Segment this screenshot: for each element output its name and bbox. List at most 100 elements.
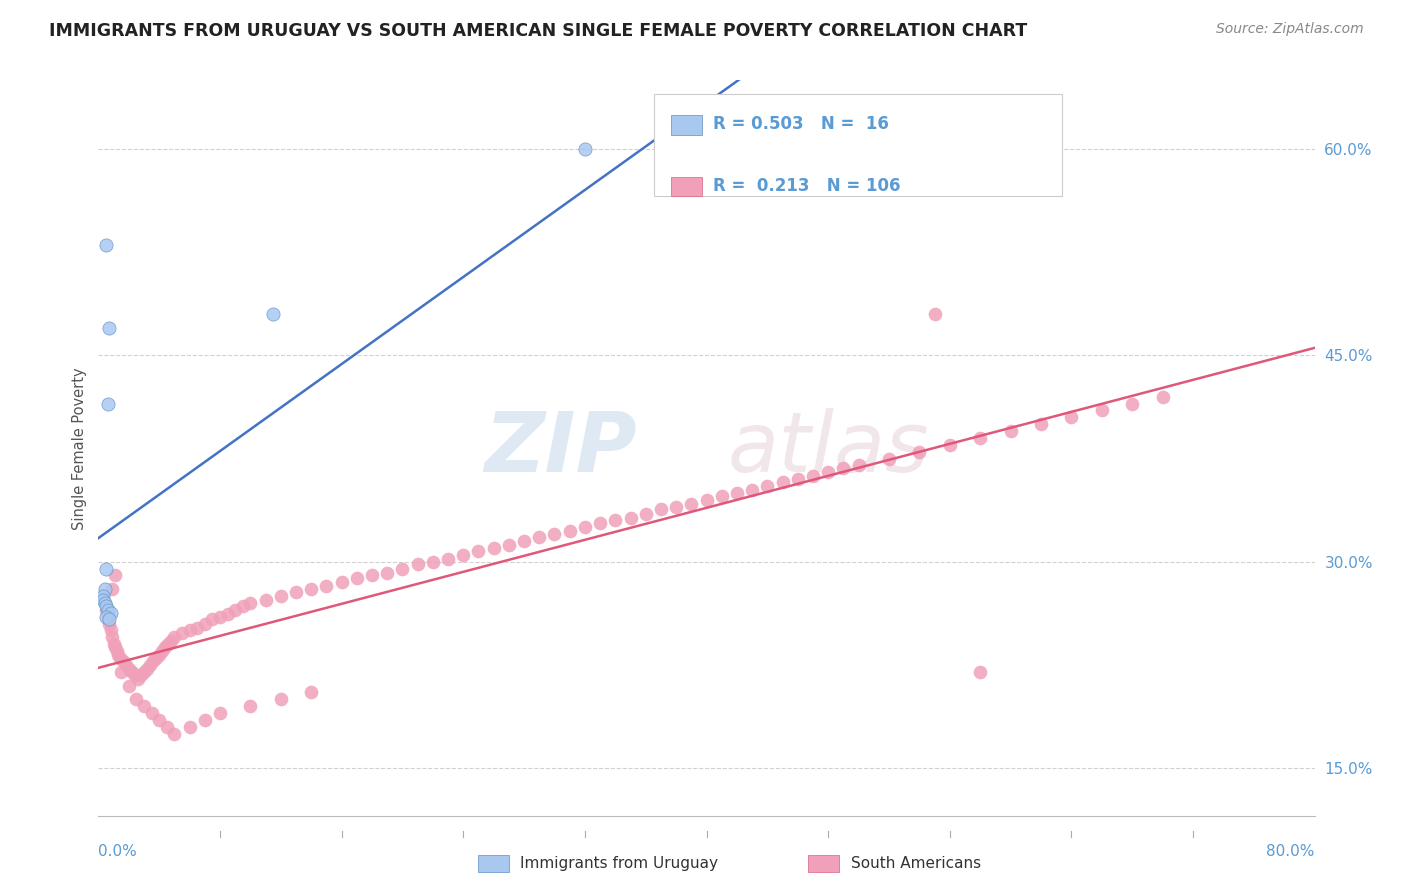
Point <box>513 534 536 549</box>
Text: IMMIGRANTS FROM URUGUAY VS SOUTH AMERICAN SINGLE FEMALE POVERTY CORRELATION CHAR: IMMIGRANTS FROM URUGUAY VS SOUTH AMERICA… <box>49 22 1028 40</box>
Point <box>224 603 246 617</box>
Point <box>558 524 581 539</box>
Point <box>145 651 167 665</box>
Point <box>801 469 824 483</box>
Point <box>163 631 186 645</box>
Point <box>665 500 688 514</box>
Point <box>101 582 124 597</box>
Point <box>118 662 141 676</box>
Point <box>148 713 170 727</box>
Point <box>155 640 177 654</box>
Point <box>141 706 163 720</box>
Point <box>104 640 127 654</box>
Point <box>239 699 262 714</box>
Point <box>125 692 148 706</box>
Point <box>650 502 672 516</box>
Point <box>201 612 224 626</box>
Point <box>94 238 117 252</box>
Point <box>186 621 208 635</box>
Point <box>725 486 748 500</box>
Point <box>209 609 232 624</box>
Point <box>107 648 129 663</box>
Point <box>209 706 232 720</box>
Point <box>270 589 292 603</box>
Point <box>361 568 384 582</box>
Point <box>129 667 152 681</box>
Point <box>94 599 117 613</box>
Point <box>877 451 900 466</box>
Point <box>574 520 596 534</box>
Text: 80.0%: 80.0% <box>1267 845 1315 859</box>
Point <box>299 582 322 597</box>
Point <box>619 510 641 524</box>
Point <box>1121 396 1143 410</box>
Point <box>817 465 839 479</box>
Point <box>91 593 114 607</box>
Point <box>150 644 173 658</box>
Point <box>422 555 444 569</box>
Point <box>194 713 217 727</box>
Point <box>1060 410 1083 425</box>
Point <box>217 607 239 621</box>
Point <box>121 665 143 679</box>
Point <box>939 438 962 452</box>
Point <box>132 699 155 714</box>
Text: R = 0.503   N =  16: R = 0.503 N = 16 <box>713 115 889 133</box>
Point <box>262 307 284 321</box>
Point <box>589 516 612 531</box>
Point <box>163 726 186 740</box>
Point <box>969 665 991 679</box>
Point <box>710 489 733 503</box>
Point <box>1029 417 1052 432</box>
Point <box>605 513 627 527</box>
Point <box>848 458 870 473</box>
Text: 0.0%: 0.0% <box>98 845 138 859</box>
Point <box>254 593 277 607</box>
Point <box>94 609 117 624</box>
Point <box>1091 403 1114 417</box>
Point <box>908 444 931 458</box>
Point <box>741 483 763 498</box>
Point <box>156 720 179 734</box>
Point <box>969 431 991 445</box>
Text: Immigrants from Uruguay: Immigrants from Uruguay <box>520 856 718 871</box>
Point <box>139 657 162 672</box>
Text: Source: ZipAtlas.com: Source: ZipAtlas.com <box>1216 22 1364 37</box>
Point <box>498 538 520 552</box>
Point <box>179 624 201 638</box>
Point <box>98 321 121 335</box>
Point <box>437 552 460 566</box>
Point <box>127 672 149 686</box>
Point <box>160 634 183 648</box>
Point <box>756 479 779 493</box>
Point <box>110 665 132 679</box>
Point <box>696 492 718 507</box>
Point <box>118 679 141 693</box>
Point <box>529 530 551 544</box>
Point <box>453 548 475 562</box>
Point <box>772 475 794 489</box>
Point <box>96 396 118 410</box>
Point <box>924 307 946 321</box>
Point <box>100 624 122 638</box>
Point <box>330 575 353 590</box>
Point <box>315 579 337 593</box>
Point <box>346 571 368 585</box>
Point <box>482 541 505 555</box>
Point <box>124 667 146 681</box>
Point <box>375 566 398 580</box>
Point <box>142 654 165 668</box>
Point <box>391 561 413 575</box>
Point <box>105 644 128 658</box>
Point <box>93 596 115 610</box>
Point <box>170 626 193 640</box>
Point <box>1152 390 1174 404</box>
Point <box>103 637 125 651</box>
Point <box>91 589 114 603</box>
Text: South Americans: South Americans <box>851 856 981 871</box>
Point <box>98 616 121 631</box>
Point <box>157 637 180 651</box>
Point <box>239 596 262 610</box>
Point <box>634 507 657 521</box>
Point <box>406 558 429 572</box>
